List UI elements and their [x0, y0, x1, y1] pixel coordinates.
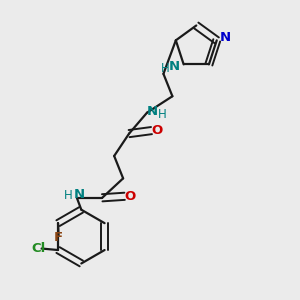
Text: O: O: [151, 124, 163, 137]
Text: N: N: [74, 188, 85, 201]
Text: F: F: [54, 231, 63, 244]
Text: H: H: [158, 108, 167, 121]
Text: N: N: [147, 105, 158, 118]
Text: H: H: [64, 189, 73, 202]
Text: O: O: [124, 190, 136, 203]
Text: Cl: Cl: [31, 242, 45, 255]
Text: H: H: [160, 62, 169, 75]
Text: N: N: [169, 60, 180, 73]
Text: N: N: [220, 31, 231, 44]
